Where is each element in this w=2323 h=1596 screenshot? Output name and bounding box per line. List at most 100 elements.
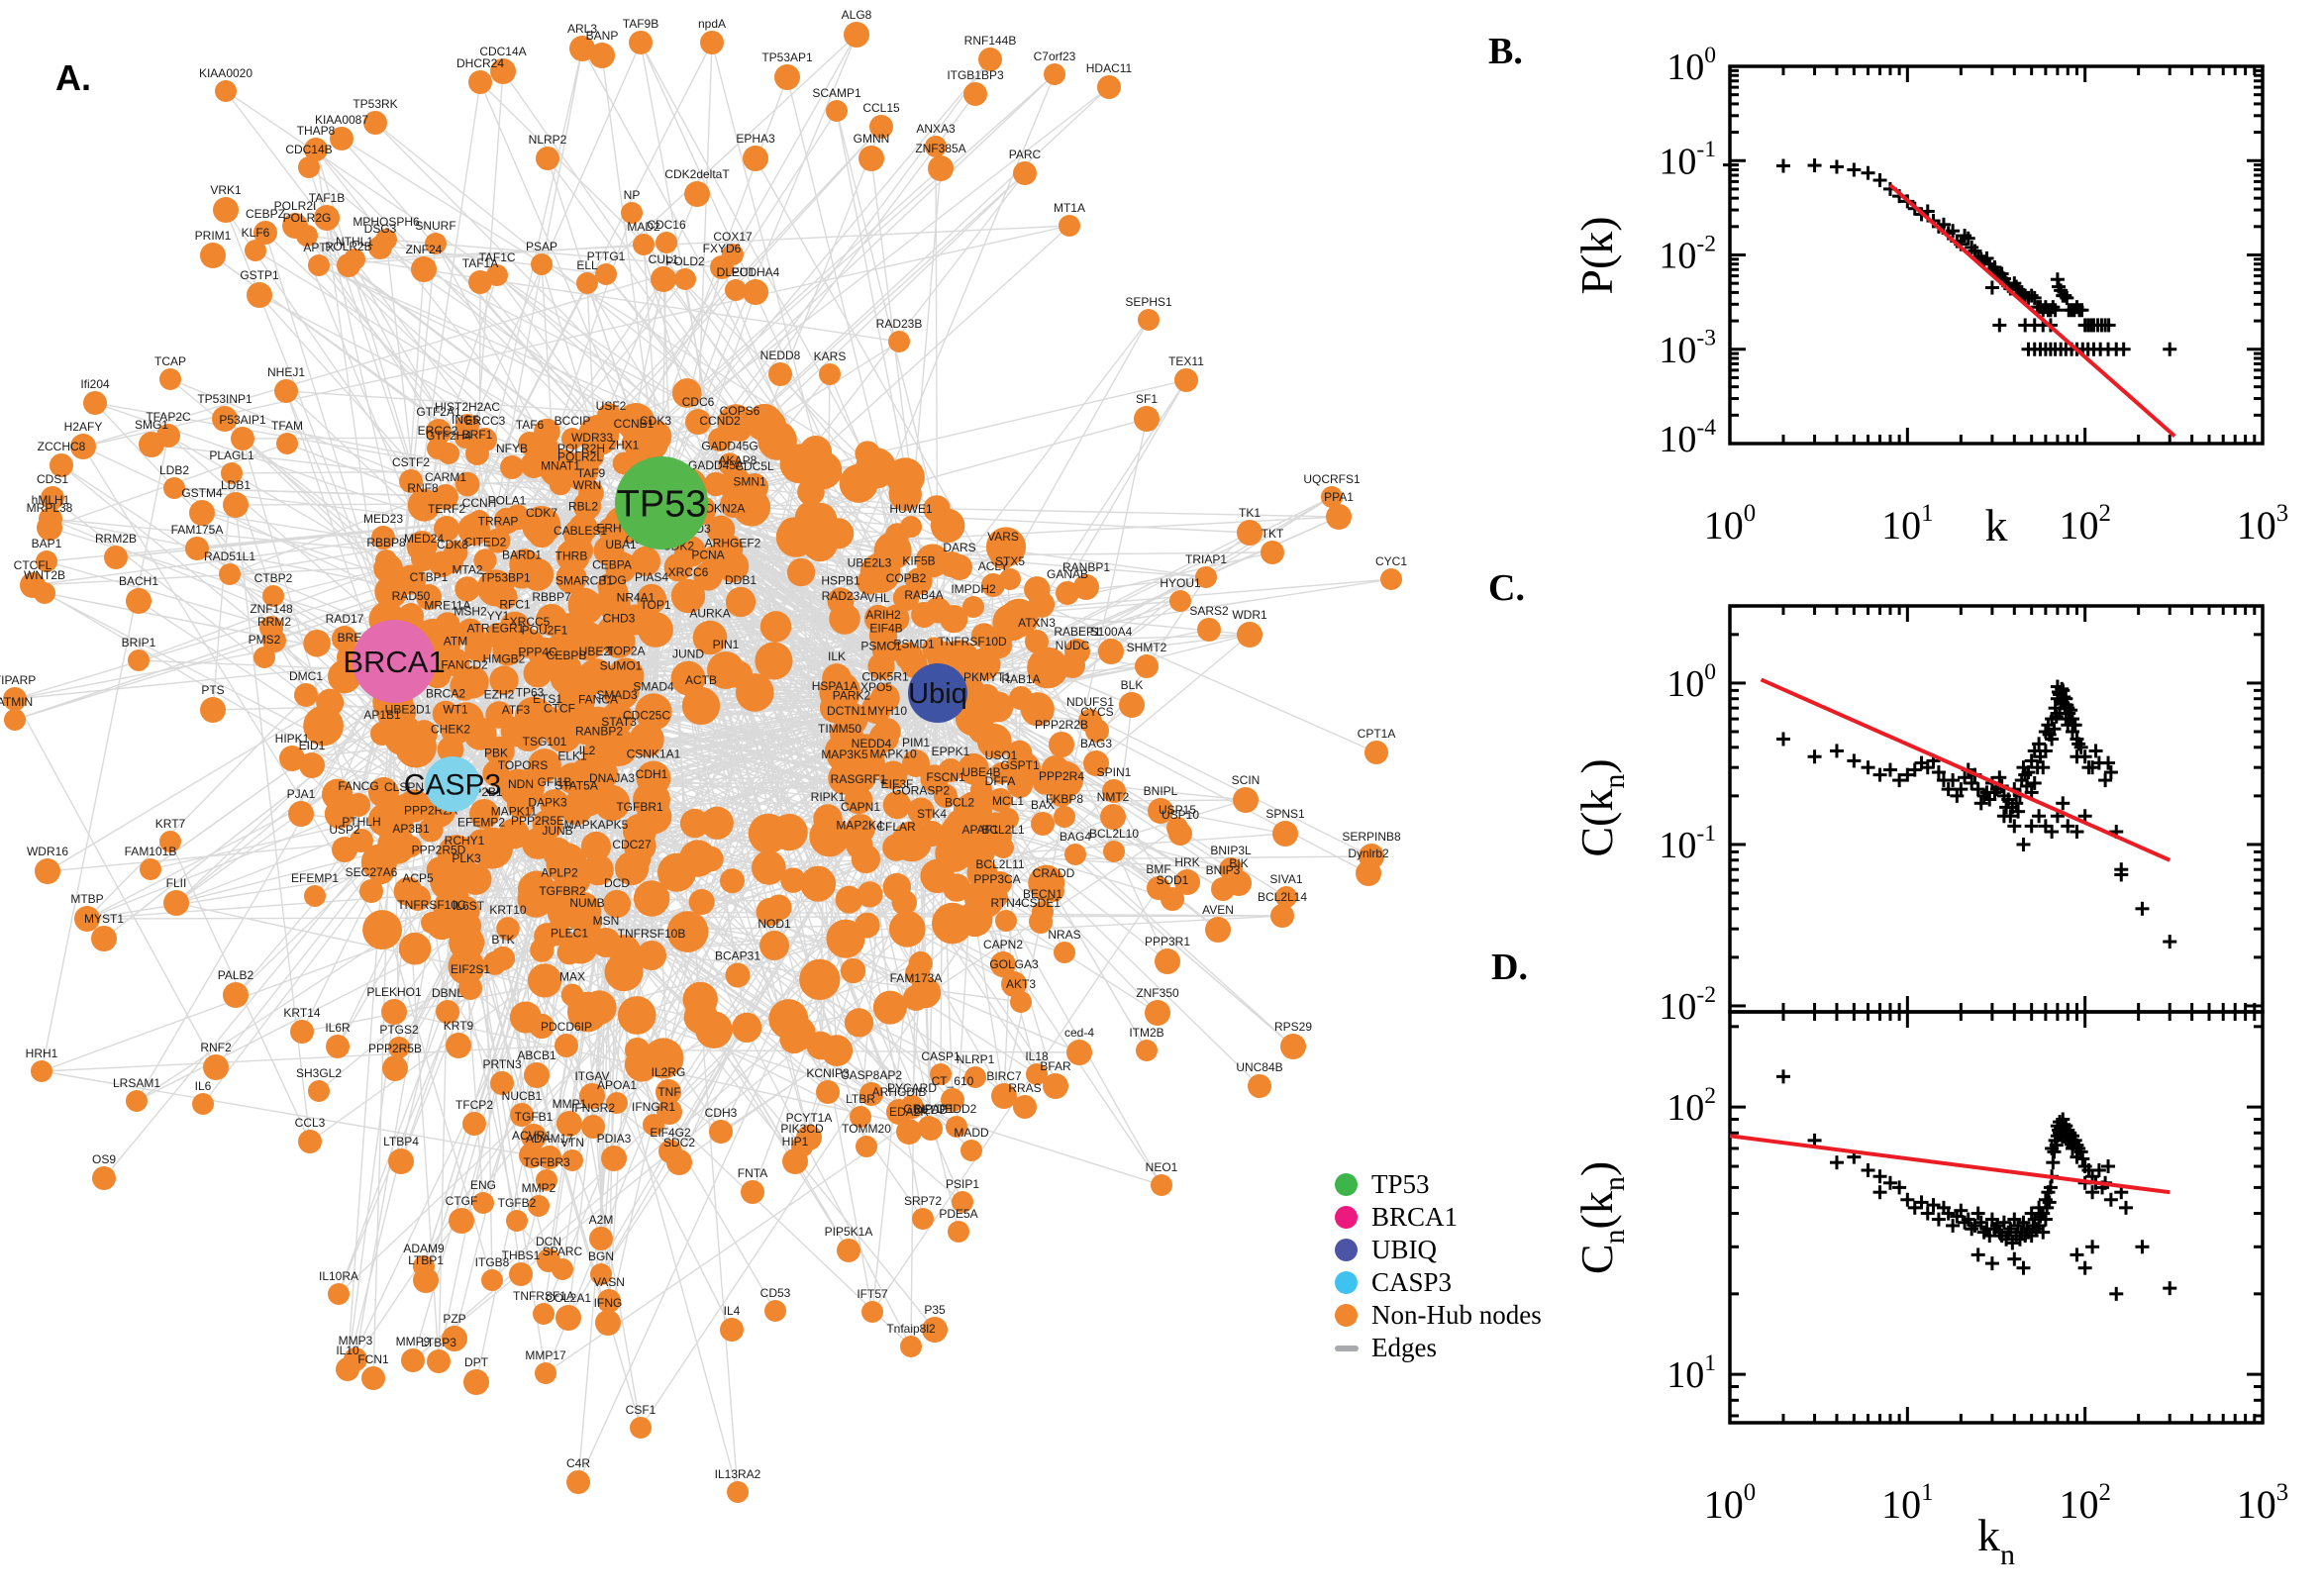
tick-label: 103 [2237, 500, 2288, 548]
network-edge [464, 910, 1283, 917]
tick-label: 100 [1704, 1479, 1756, 1527]
axis-tick-labels: 100 10-1 10-2 [1659, 659, 1716, 1028]
network-edge [660, 502, 847, 940]
data-points [1723, 157, 2177, 356]
tick-label: 10-1 [1659, 137, 1716, 182]
legend-item-non-hub-nodes: Non-Hub nodes [1335, 1299, 1542, 1332]
tick-label: 101 [1881, 1479, 1933, 1527]
network-edge [423, 274, 498, 506]
axis-tick-labels: 100 101 102 103 100 10-1 10-2 10-3 10-4 [1659, 43, 2288, 548]
network-edge [285, 390, 454, 785]
tick-label: 102 [2059, 500, 2110, 548]
fit-line [1760, 677, 2172, 862]
network-edge [586, 34, 858, 284]
legend: TP53 BRCA1 UBIQ CASP3 Non-Hub nodes Edges [1335, 1168, 1542, 1364]
legend-node-swatch [1335, 1239, 1358, 1261]
plot-frame [1728, 1010, 2265, 1425]
network-edge [478, 281, 481, 522]
tick-label: 10-2 [1659, 982, 1716, 1028]
tick-label: 101 [1881, 500, 1933, 548]
network-edge [47, 824, 549, 872]
plot-frame [1728, 64, 2265, 446]
axis-ticks [1728, 1012, 2265, 1423]
legend-item-label: Edges [1371, 1333, 1437, 1362]
network-edge [412, 887, 958, 1361]
network-edge [1003, 418, 1148, 1097]
network-edge [787, 634, 1251, 1020]
tick-label: 10-2 [1659, 231, 1716, 276]
legend-item-brca1: BRCA1 [1335, 1201, 1542, 1234]
legend-item-label: Non-Hub nodes [1371, 1300, 1542, 1330]
network-edge [915, 762, 1168, 962]
legend-node-swatch [1335, 1304, 1358, 1327]
network-edge [393, 660, 664, 1059]
network-edge [306, 235, 607, 275]
network-edge [225, 90, 513, 468]
tick-label: 10-1 [1659, 821, 1716, 866]
network-edge [676, 496, 1333, 873]
network-edge [82, 253, 734, 448]
y-axis-label: Cn(kn) [1571, 1161, 1631, 1274]
x-axis-label: k [1985, 500, 2008, 550]
tick-label: 100 [1704, 500, 1756, 548]
network-edge [648, 86, 1110, 443]
legend-item-tp53: TP53 [1335, 1168, 1542, 1201]
legend-item-label: UBIQ [1371, 1235, 1437, 1264]
network-edge [301, 969, 620, 1033]
legend-item-casp3: CASP3 [1335, 1266, 1542, 1299]
tick-label: 103 [2237, 1479, 2288, 1527]
tick-label: 102 [1666, 1083, 1716, 1129]
network-edge [660, 502, 1340, 518]
network-edge [541, 263, 624, 526]
panel-a-label: A. [55, 57, 91, 98]
legend-item-ubiq: UBIQ [1335, 1234, 1542, 1266]
legend-node-swatch [1335, 1271, 1358, 1294]
plot-frame [1728, 604, 2265, 1014]
fit-line [1729, 1134, 2171, 1195]
network-edge [318, 264, 543, 535]
network-edge [225, 90, 1012, 624]
network-edge [341, 138, 938, 510]
x-axis-label: kn [1977, 1510, 2015, 1571]
network-edge [136, 878, 477, 1102]
legend-item-label: TP53 [1371, 1169, 1430, 1199]
axis-ticks [1728, 604, 2265, 1012]
legend-item-edges: Edges [1335, 1332, 1542, 1364]
network-edge [911, 692, 939, 1108]
tick-label: 10-3 [1659, 326, 1716, 371]
network-edge [82, 225, 1070, 448]
network-edge [866, 925, 924, 1220]
legend-item-label: BRCA1 [1371, 1202, 1459, 1232]
axis-ticks [1728, 64, 2265, 446]
legend-edge-swatch [1335, 1345, 1359, 1351]
tick-label: 102 [2059, 1479, 2110, 1527]
network-edge [697, 42, 713, 423]
network-edge [469, 987, 671, 1152]
network-edge [393, 126, 882, 662]
legend-node-swatch [1335, 1206, 1358, 1229]
panel-c-label: C. [1488, 567, 1525, 609]
chart-panel-b: 100 101 102 103 100 10-1 10-2 10-3 10-4 k P(k) [1571, 43, 2288, 550]
network-edge [642, 457, 1294, 1047]
chart-panel-c: 100 10-1 10-2 C(kn) [1571, 604, 2265, 1028]
network-edge [379, 247, 751, 502]
legend-node-swatch [1335, 1173, 1358, 1196]
network-edge [41, 435, 169, 1072]
y-axis-label: C(kn) [1571, 758, 1631, 856]
tick-label: 100 [1666, 659, 1716, 705]
network-edge [354, 225, 1070, 260]
network-edge [14, 698, 217, 1068]
network-edge [41, 1070, 533, 1156]
panel-d-label: D. [1491, 947, 1528, 988]
axis-tick-labels: 100 101 102 103 102 101 [1666, 1083, 2288, 1527]
network-edge [393, 660, 981, 848]
tick-label: 100 [1666, 43, 1716, 88]
network-edge [641, 467, 877, 1065]
network-edge [386, 42, 642, 620]
network-edge [354, 258, 900, 343]
panel-b-label: B. [1488, 31, 1523, 72]
tick-label: 10-4 [1659, 415, 1716, 460]
chart-panel-d: 100 101 102 103 102 101 kn Cn(kn) [1571, 1010, 2288, 1571]
